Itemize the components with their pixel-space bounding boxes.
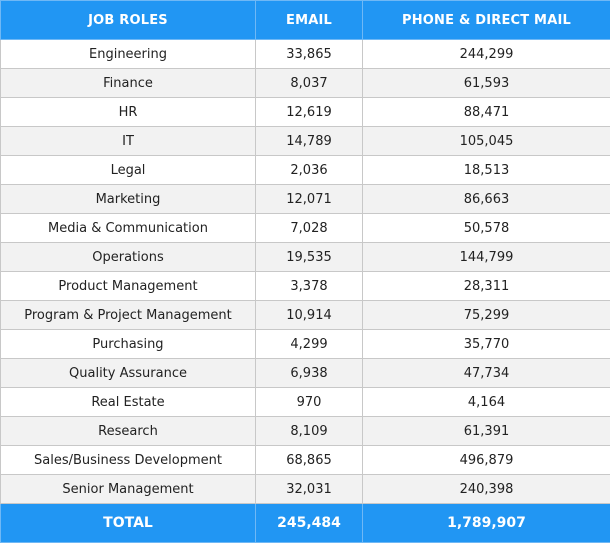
role-cell: Real Estate <box>0 387 256 417</box>
email-cell: 3,378 <box>255 271 363 301</box>
table-row: Legal 2,036 18,513 <box>0 155 610 185</box>
email-cell: 32,031 <box>255 474 363 504</box>
role-cell: Quality Assurance <box>0 358 256 388</box>
table-row: Research 8,109 61,391 <box>0 416 610 446</box>
role-cell: Sales/Business Development <box>0 445 256 475</box>
table-row: HR 12,619 88,471 <box>0 97 610 127</box>
email-cell: 8,109 <box>255 416 363 446</box>
email-cell: 19,535 <box>255 242 363 272</box>
phone-cell: 61,391 <box>362 416 610 446</box>
phone-cell: 144,799 <box>362 242 610 272</box>
phone-cell: 50,578 <box>362 213 610 243</box>
email-cell: 12,071 <box>255 184 363 214</box>
table-row: Product Management 3,378 28,311 <box>0 271 610 301</box>
role-cell: Engineering <box>0 39 256 69</box>
table-row: Program & Project Management 10,914 75,299 <box>0 300 610 330</box>
table-row: Purchasing 4,299 35,770 <box>0 329 610 359</box>
email-cell: 4,299 <box>255 329 363 359</box>
phone-cell: 496,879 <box>362 445 610 475</box>
email-cell: 8,037 <box>255 68 363 98</box>
table-row: Operations 19,535 144,799 <box>0 242 610 272</box>
role-cell: Research <box>0 416 256 446</box>
email-cell: 2,036 <box>255 155 363 185</box>
table-row: Engineering 33,865 244,299 <box>0 39 610 69</box>
table-row: Marketing 12,071 86,663 <box>0 184 610 214</box>
total-label: TOTAL <box>0 503 256 543</box>
role-cell: Operations <box>0 242 256 272</box>
table-row: Senior Management 32,031 240,398 <box>0 474 610 504</box>
email-cell: 10,914 <box>255 300 363 330</box>
table-row: Media & Communication 7,028 50,578 <box>0 213 610 243</box>
phone-cell: 61,593 <box>362 68 610 98</box>
table-body: Engineering 33,865 244,299 Finance 8,037 61,5… <box>0 39 610 504</box>
email-cell: 6,938 <box>255 358 363 388</box>
role-cell: HR <box>0 97 256 127</box>
email-cell: 7,028 <box>255 213 363 243</box>
email-cell: 12,619 <box>255 97 363 127</box>
phone-cell: 75,299 <box>362 300 610 330</box>
total-phone: 1,789,907 <box>362 503 610 543</box>
email-cell: 14,789 <box>255 126 363 156</box>
table-row: Sales/Business Development 68,865 496,879 <box>0 445 610 475</box>
table-header: JOB ROLES EMAIL PHONE & DIRECT MAIL <box>0 0 610 40</box>
phone-cell: 105,045 <box>362 126 610 156</box>
email-cell: 68,865 <box>255 445 363 475</box>
role-cell: Senior Management <box>0 474 256 504</box>
table-footer: TOTAL 245,484 1,789,907 <box>0 503 610 543</box>
table-row: Real Estate 970 4,164 <box>0 387 610 417</box>
role-cell: Media & Communication <box>0 213 256 243</box>
total-email: 245,484 <box>255 503 363 543</box>
table-row: Finance 8,037 61,593 <box>0 68 610 98</box>
header-email: EMAIL <box>255 0 363 40</box>
total-row: TOTAL 245,484 1,789,907 <box>0 503 610 543</box>
role-cell: Purchasing <box>0 329 256 359</box>
phone-cell: 4,164 <box>362 387 610 417</box>
phone-cell: 18,513 <box>362 155 610 185</box>
role-cell: Program & Project Management <box>0 300 256 330</box>
phone-cell: 28,311 <box>362 271 610 301</box>
phone-cell: 240,398 <box>362 474 610 504</box>
header-phone-direct-mail: PHONE & DIRECT MAIL <box>362 0 610 40</box>
email-cell: 970 <box>255 387 363 417</box>
role-cell: Legal <box>0 155 256 185</box>
header-row: JOB ROLES EMAIL PHONE & DIRECT MAIL <box>0 0 610 40</box>
role-cell: Marketing <box>0 184 256 214</box>
phone-cell: 244,299 <box>362 39 610 69</box>
phone-cell: 88,471 <box>362 97 610 127</box>
header-job-roles: JOB ROLES <box>0 0 256 40</box>
phone-cell: 35,770 <box>362 329 610 359</box>
role-cell: IT <box>0 126 256 156</box>
phone-cell: 47,734 <box>362 358 610 388</box>
phone-cell: 86,663 <box>362 184 610 214</box>
table-row: IT 14,789 105,045 <box>0 126 610 156</box>
table-row: Quality Assurance 6,938 47,734 <box>0 358 610 388</box>
role-cell: Finance <box>0 68 256 98</box>
role-cell: Product Management <box>0 271 256 301</box>
email-cell: 33,865 <box>255 39 363 69</box>
